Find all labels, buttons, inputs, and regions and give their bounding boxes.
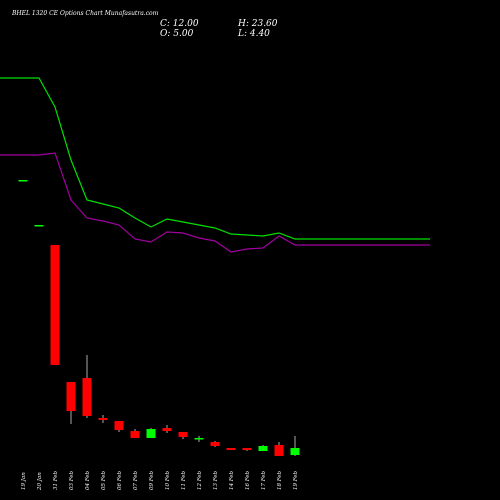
candle-body — [18, 180, 28, 182]
candle-body — [178, 432, 188, 437]
candle — [66, 382, 76, 424]
candle-body — [114, 421, 124, 430]
candle — [50, 245, 60, 365]
x-tick-label: 03 Feb — [69, 470, 75, 490]
candle-body — [194, 438, 204, 440]
candle — [258, 445, 268, 451]
x-axis-labels: 19 Jan 20 Jan 31 Feb 03 Feb 04 Feb 05 Feb 06 F… — [21, 470, 299, 491]
candle-body — [98, 418, 108, 420]
x-tick-label: 17 Feb — [261, 470, 267, 490]
ohlc-high: H: 23.60 — [238, 19, 278, 29]
x-tick-label: 10 Feb — [165, 470, 171, 490]
candle — [226, 448, 236, 450]
x-tick-label: 05 Feb — [101, 470, 107, 490]
candle-body — [34, 225, 44, 227]
ma-fast-line — [0, 77, 430, 240]
ohlc-close: C: 12.00 — [160, 19, 199, 29]
x-tick-label: 07 Feb — [133, 470, 139, 490]
x-tick-label: 18 Feb — [277, 470, 283, 490]
x-tick-label: 12 Feb — [197, 470, 203, 490]
x-tick-label: 16 Feb — [245, 470, 251, 490]
candle — [82, 355, 92, 418]
x-tick-label: 20 Jan — [37, 472, 43, 491]
chart-title: BHEL 1320 CE Options Chart Munafasutra.c… — [12, 10, 159, 17]
candle — [242, 448, 252, 451]
candle — [34, 225, 44, 227]
candle-layer — [18, 180, 300, 456]
ma-slow-line — [0, 152, 430, 253]
candle — [18, 180, 28, 182]
x-tick-label: 19 Feb — [293, 470, 299, 490]
candle-body — [274, 445, 284, 456]
x-tick-label: 19 Jan — [21, 472, 27, 490]
candle — [162, 425, 172, 433]
candle-body — [258, 446, 268, 451]
candle — [98, 415, 108, 423]
candle — [290, 436, 300, 456]
candle-body — [146, 429, 156, 438]
x-tick-label: 13 Feb — [213, 470, 219, 490]
ohlc-low: L: 4.40 — [238, 29, 270, 39]
candle — [146, 428, 156, 438]
moving-average-layer — [0, 77, 430, 253]
candle-body — [130, 431, 140, 438]
x-tick-label: 04 Feb — [85, 470, 91, 490]
candle-body — [210, 442, 220, 446]
candle — [114, 421, 124, 432]
candle-body — [162, 428, 172, 431]
candle-body — [82, 378, 92, 416]
candle — [130, 429, 140, 438]
x-tick-label: 14 Feb — [229, 470, 235, 490]
x-tick-label: 09 Feb — [149, 470, 155, 490]
candle — [178, 432, 188, 439]
candle-body — [290, 448, 300, 455]
x-tick-label: 06 Feb — [117, 470, 123, 490]
x-tick-label: 31 Feb — [53, 470, 59, 490]
candle — [274, 442, 284, 456]
candle-body — [226, 448, 236, 450]
x-tick-label: 11 Feb — [181, 470, 187, 490]
candle-body — [66, 382, 76, 411]
candle-body — [50, 245, 60, 365]
candle-body — [242, 448, 252, 450]
ohlc-open: O: 5.00 — [160, 29, 194, 39]
candle — [210, 441, 220, 447]
candle — [194, 436, 204, 442]
